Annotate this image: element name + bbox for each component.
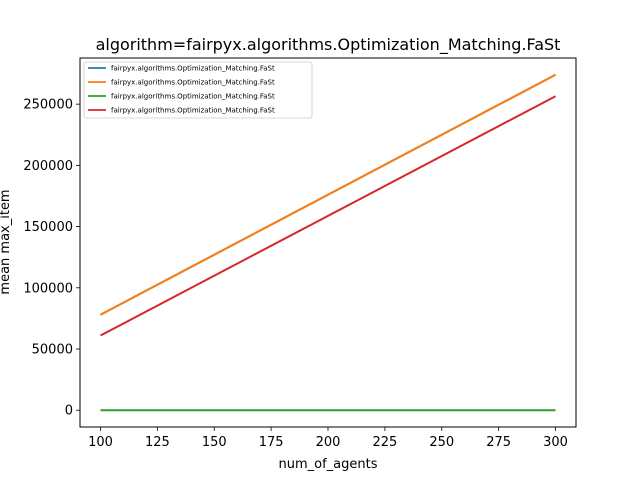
plot-frame [79,57,577,428]
x-axis-label: num_of_agents [279,457,378,472]
legend-label-2: fairpyx.algorithms.Optimization_Matching… [111,79,275,87]
x-tick-label: 275 [486,435,511,450]
series-line-2 [100,73,556,316]
x-tick-label: 225 [372,435,397,450]
x-tick-label: 125 [145,435,170,450]
series-lines [100,73,556,412]
series-line-4 [100,95,556,337]
y-tick-label: 100000 [23,281,73,296]
y-axis-ticks: 0 50000 100000 150000 200000 250000 [23,98,80,419]
y-axis-label: mean max_item [0,189,13,294]
chart-title: algorithm=fairpyx.algorithms.Optimizatio… [96,35,561,55]
x-tick-label: 100 [88,435,113,450]
y-tick-label: 250000 [23,98,73,113]
legend-label-4: fairpyx.algorithms.Optimization_Matching… [111,107,275,115]
legend: fairpyx.algorithms.Optimization_Matching… [83,61,313,119]
legend-label-1: fairpyx.algorithms.Optimization_Matching… [111,65,275,73]
x-axis-ticks: 100 125 150 175 200 225 250 275 300 [88,427,568,450]
x-tick-label: 200 [316,435,341,450]
x-tick-label: 250 [429,435,454,450]
x-tick-label: 150 [202,435,227,450]
y-tick-label: 50000 [32,343,73,358]
legend-box [83,61,313,119]
y-tick-label: 200000 [23,159,73,174]
y-tick-label: 0 [65,404,73,419]
x-tick-label: 300 [543,435,568,450]
legend-label-3: fairpyx.algorithms.Optimization_Matching… [111,93,275,101]
x-tick-label: 175 [259,435,284,450]
y-tick-label: 150000 [23,220,73,235]
